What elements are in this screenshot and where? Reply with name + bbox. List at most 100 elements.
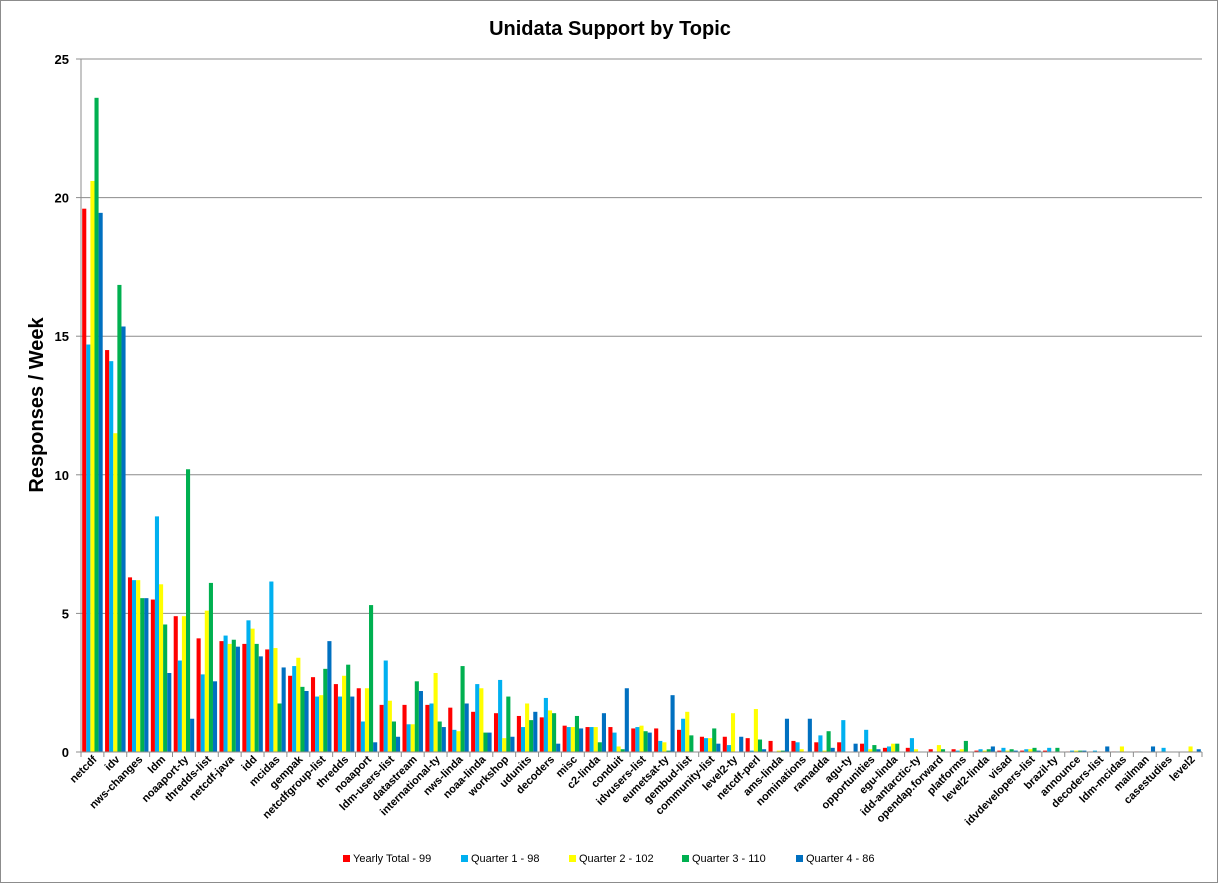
bar-datastream-series-3 (414, 681, 419, 752)
bar-visad-series-2 (1005, 750, 1010, 752)
bar-brazil-ty-series-0 (1043, 750, 1048, 752)
bar-netcdf-series-1 (86, 344, 91, 752)
bar-netcdf-perl-series-4 (762, 749, 767, 752)
bar-opendap.forward-series-0 (928, 749, 933, 752)
bar-thredds-series-4 (350, 696, 355, 752)
bar-gembud-list-series-3 (689, 735, 694, 752)
bar-ldm-users-list-series-3 (391, 721, 396, 752)
y-axis-label: Responses / Week (26, 316, 48, 492)
bar-workshop-series-0 (493, 713, 499, 752)
bar-idd-series-2 (250, 628, 255, 752)
bar-mcidas-series-4 (281, 667, 286, 752)
bar-netcdf-perl-series-2 (753, 709, 758, 752)
bar-nws-linda-series-4 (464, 703, 469, 752)
bar-ramadda-series-0 (814, 742, 819, 752)
bar-opportunities-series-0 (860, 743, 865, 752)
bar-nws-changes-series-4 (144, 598, 149, 752)
x-tick-label: level2 (1168, 754, 1198, 784)
bar-mcidas-series-1 (269, 581, 274, 752)
bar-level2-ty-series-2 (730, 713, 736, 752)
bar-conduit-series-1 (612, 732, 617, 752)
y-tick-label: 5 (62, 606, 69, 621)
bar-netcdf-series-4 (98, 212, 103, 752)
bar-announce-series-2 (1074, 750, 1079, 752)
bar-thredds-list-series-3 (208, 582, 213, 752)
bar-noaa-linda-series-1 (475, 684, 480, 752)
bar-netcdf-java-series-3 (231, 639, 236, 752)
legend-swatch (569, 855, 576, 862)
legend: Yearly Total - 99 Quarter 1 - 98 Quarter 2… (343, 853, 874, 865)
bar-workshop-series-1 (498, 679, 503, 752)
bar-nws-changes-series-0 (127, 577, 133, 752)
bar-misc-series-3 (574, 715, 580, 752)
bar-level2-linda-series-3 (986, 749, 991, 752)
bar-decoders-series-0 (539, 717, 544, 752)
bar-idd-series-1 (246, 620, 251, 752)
bar-idvdevelopers-list-series-2 (1028, 749, 1033, 752)
legend-label: Quarter 2 - 102 (579, 853, 654, 865)
bar-idd-antarctic-ty-series-0 (905, 747, 910, 752)
bar-idd-series-3 (254, 643, 259, 752)
bar-udunits-series-0 (516, 715, 521, 752)
bar-agu-ty-series-1 (841, 720, 846, 752)
bar-thredds-list-series-1 (200, 674, 205, 752)
bar-noaa-linda-series-2 (479, 688, 484, 752)
bar-netcdfgroup-list-series-4 (327, 641, 332, 752)
bar-nws-changes-series-1 (132, 580, 137, 752)
bar-announce-series-3 (1078, 750, 1083, 752)
bar-noaaport-series-4 (373, 742, 378, 752)
bar-c2-linda-series-4 (601, 713, 606, 752)
bar-mcidas-series-2 (273, 648, 278, 752)
legend-swatch (796, 855, 803, 862)
bar-ams-linda-series-3 (780, 750, 785, 752)
bar-c2-linda-series-1 (589, 727, 594, 752)
bar-idv-series-2 (113, 433, 118, 752)
bar-international-ty-series-0 (425, 704, 430, 752)
bar-datastream-series-2 (410, 724, 415, 752)
legend-swatch (343, 855, 350, 862)
bar-idvdevelopers-list-series-1 (1024, 749, 1029, 752)
bar-udunits-series-4 (533, 711, 538, 752)
bar-idvdevelopers-list-series-0 (1020, 750, 1025, 752)
bar-ldm-users-list-series-1 (383, 660, 388, 752)
bar-ldm-series-4 (167, 672, 172, 752)
bar-nominations-series-4 (807, 718, 812, 752)
bar-thredds-series-3 (346, 664, 351, 752)
bar-level2-linda-series-4 (990, 746, 995, 752)
bar-gempak-series-3 (300, 686, 305, 752)
bar-eumetsat-ty-series-3 (666, 750, 671, 752)
bar-gembud-list-series-1 (681, 718, 686, 752)
bar-noaaport-ty-series-2 (181, 616, 186, 752)
y-tick-label: 25 (55, 52, 69, 67)
bar-community-list-series-3 (712, 728, 717, 752)
bar-ramadda-series-3 (826, 731, 831, 752)
bar-opportunities-series-2 (868, 749, 873, 752)
bar-eumetsat-ty-series-0 (654, 728, 659, 752)
bar-netcdfgroup-list-series-1 (315, 696, 320, 752)
legend-label: Quarter 3 - 110 (692, 853, 766, 865)
bar-visad-series-3 (1009, 749, 1014, 752)
bar-nws-linda-series-0 (448, 707, 453, 752)
bar-conduit-series-3 (620, 749, 625, 752)
bar-ldm-mcidas-series-2 (1119, 746, 1124, 752)
bar-decoders-series-3 (552, 713, 557, 752)
bar-level2-ty-series-4 (739, 736, 744, 752)
bar-opportunities-series-3 (872, 745, 877, 752)
bar-thredds-series-1 (337, 696, 343, 752)
bar-udunits-series-2 (525, 703, 530, 752)
bar-decoders-series-4 (556, 743, 561, 752)
bar-nominations-series-1 (795, 742, 800, 752)
bar-conduit-series-4 (624, 688, 629, 752)
y-tick-label: 10 (55, 468, 69, 483)
bar-platforms-series-3 (963, 740, 968, 752)
bar-level2-ty-series-0 (722, 736, 727, 752)
bar-noaaport-series-1 (360, 721, 365, 752)
y-axis-ticks: 0 5 10 15 20 25 (55, 52, 81, 760)
bar-thredds-list-series-2 (204, 610, 209, 752)
bar-mailman-series-4 (1150, 746, 1156, 752)
bar-noaaport-series-2 (364, 688, 370, 752)
bar-level2-linda-series-1 (978, 749, 983, 752)
